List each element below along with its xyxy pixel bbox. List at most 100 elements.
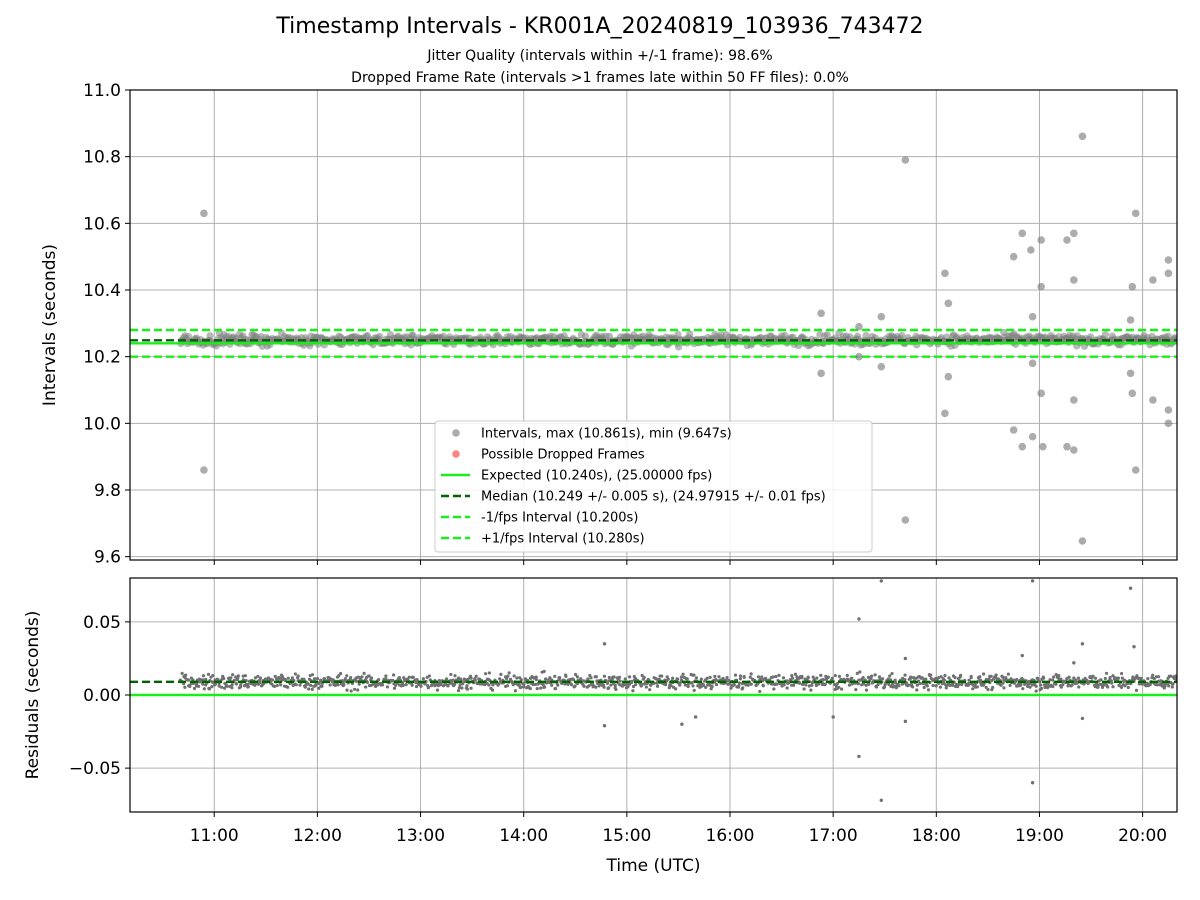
interval-outlier-point (1078, 537, 1087, 545)
residual-point (487, 683, 491, 687)
residual-point (915, 683, 919, 687)
residual-point (749, 682, 753, 686)
residual-point (506, 674, 510, 678)
residual-point (349, 676, 353, 680)
interval-outlier-point (1164, 419, 1173, 428)
residual-point (866, 675, 871, 679)
interval-outlier-point (1164, 269, 1173, 278)
residual-point (528, 686, 532, 691)
residual-point (294, 683, 298, 687)
residual-point (989, 674, 993, 678)
residual-point (738, 674, 743, 678)
residual-point (1028, 685, 1032, 689)
residual-point (427, 674, 431, 678)
residual-point (708, 675, 712, 679)
residual-point (678, 681, 682, 685)
xtick-label: 12:00 (293, 826, 342, 846)
residual-point (573, 684, 577, 688)
residual-point (183, 685, 187, 689)
residual-point (1110, 681, 1114, 685)
residual-point (483, 672, 488, 676)
residual-point (850, 676, 854, 680)
residual-point (315, 677, 320, 681)
residual-point (790, 676, 795, 680)
residual-point (842, 677, 846, 682)
legend-entry-label: Possible Dropped Frames (481, 448, 645, 463)
residual-point (617, 675, 622, 680)
residual-point (793, 672, 798, 676)
residual-point (614, 687, 618, 691)
residual-point (229, 676, 233, 680)
residual-point (410, 683, 414, 687)
residual-point (444, 677, 449, 681)
interval-outlier-point (1078, 132, 1087, 141)
residual-point (258, 680, 262, 685)
residual-point (307, 687, 311, 691)
residual-point (377, 677, 381, 682)
residual-point (613, 683, 617, 688)
residual-point (201, 674, 206, 678)
residuals-ytick-label: 0.00 (83, 686, 121, 706)
interval-outlier-point (855, 322, 863, 331)
residual-point (487, 671, 491, 675)
residual-point (1169, 674, 1173, 678)
interval-outlier-point (1027, 246, 1035, 254)
residual-point (1015, 678, 1019, 682)
residual-point (533, 682, 538, 687)
residual-point (1155, 683, 1160, 687)
residual-point (391, 673, 396, 677)
residual-point (880, 677, 885, 681)
residual-point (320, 684, 324, 688)
residual-point (385, 685, 390, 689)
x-axis-label: Time (UTC) (606, 856, 701, 876)
interval-outlier-point (1164, 406, 1173, 414)
residual-point (741, 686, 745, 690)
residual-point (587, 684, 591, 688)
residual-point (204, 677, 208, 681)
residual-point (733, 673, 738, 677)
residual-point (1036, 676, 1040, 681)
interval-outlier-point (1018, 442, 1027, 451)
interval-outlier-point (1063, 442, 1071, 451)
residual-point (819, 673, 823, 677)
residual-point (947, 676, 951, 680)
residual-point (1160, 684, 1164, 688)
residual-point (607, 675, 611, 680)
residual-point (867, 682, 871, 686)
residual-point (749, 672, 753, 676)
interval-outlier-point (200, 466, 208, 474)
residual-point (609, 683, 613, 687)
residual-point (1061, 683, 1065, 687)
residual-point (353, 687, 357, 691)
residual-point (679, 675, 683, 679)
residual-point (1001, 675, 1005, 679)
residual-point (830, 676, 834, 680)
residual-point (823, 682, 827, 686)
residual-point (907, 683, 911, 687)
residual-point (782, 683, 786, 687)
residual-point (392, 686, 397, 690)
residual-point (460, 686, 464, 690)
intervals-ytick-label: 10.4 (83, 281, 121, 301)
interval-outlier-point (1037, 389, 1045, 398)
residual-point (807, 684, 811, 688)
residual-point (897, 684, 901, 688)
residuals-y-axis-label: Residuals (seconds) (23, 611, 43, 780)
residual-point (683, 683, 687, 687)
residual-point (644, 685, 648, 689)
residual-point (725, 675, 729, 680)
residual-point (571, 678, 576, 682)
residual-point (505, 684, 510, 688)
residual-point (655, 677, 659, 681)
intervals-ytick-label: 10.8 (83, 148, 121, 168)
residual-point (738, 677, 743, 681)
residual-point (971, 687, 975, 691)
residual-point (558, 675, 562, 680)
residual-point (926, 688, 931, 692)
residual-point (1054, 673, 1058, 677)
residual-point (607, 686, 611, 690)
residual-point (401, 683, 405, 687)
interval-outlier-point (855, 352, 863, 361)
residual-point (777, 673, 781, 677)
